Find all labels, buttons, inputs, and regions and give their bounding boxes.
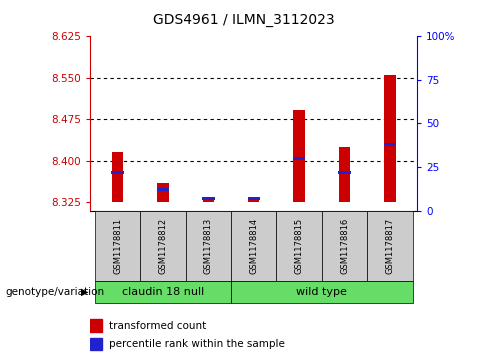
Bar bbox=[384, 143, 396, 146]
Text: GSM1178817: GSM1178817 bbox=[386, 218, 394, 274]
Bar bbox=[90, 338, 102, 350]
Bar bbox=[367, 211, 413, 281]
Text: ▶: ▶ bbox=[81, 287, 88, 297]
Bar bbox=[231, 211, 277, 281]
Bar bbox=[185, 211, 231, 281]
Bar bbox=[95, 281, 231, 303]
Bar bbox=[231, 281, 413, 303]
Bar bbox=[338, 171, 351, 174]
Text: GSM1178816: GSM1178816 bbox=[340, 218, 349, 274]
Bar bbox=[202, 197, 215, 200]
Bar bbox=[322, 211, 367, 281]
Text: GSM1178814: GSM1178814 bbox=[249, 218, 258, 274]
Bar bbox=[90, 319, 102, 332]
Bar bbox=[385, 75, 396, 202]
Text: percentile rank within the sample: percentile rank within the sample bbox=[109, 339, 285, 349]
Text: transformed count: transformed count bbox=[109, 321, 206, 331]
Bar bbox=[140, 211, 185, 281]
Bar bbox=[203, 197, 214, 202]
Bar bbox=[111, 171, 124, 174]
Bar bbox=[339, 147, 350, 202]
Bar bbox=[277, 211, 322, 281]
Text: genotype/variation: genotype/variation bbox=[5, 287, 104, 297]
Text: GSM1178811: GSM1178811 bbox=[113, 218, 122, 274]
Text: GDS4961 / ILMN_3112023: GDS4961 / ILMN_3112023 bbox=[153, 13, 335, 27]
Bar bbox=[95, 211, 140, 281]
Bar bbox=[157, 188, 169, 191]
Text: GSM1178815: GSM1178815 bbox=[295, 218, 304, 274]
Bar bbox=[157, 183, 169, 202]
Bar bbox=[247, 197, 260, 200]
Text: GSM1178813: GSM1178813 bbox=[204, 218, 213, 274]
Bar bbox=[248, 198, 260, 202]
Bar bbox=[293, 110, 305, 202]
Bar bbox=[293, 157, 305, 160]
Text: claudin 18 null: claudin 18 null bbox=[122, 287, 204, 297]
Text: GSM1178812: GSM1178812 bbox=[159, 218, 167, 274]
Text: wild type: wild type bbox=[296, 287, 347, 297]
Bar bbox=[112, 152, 123, 202]
